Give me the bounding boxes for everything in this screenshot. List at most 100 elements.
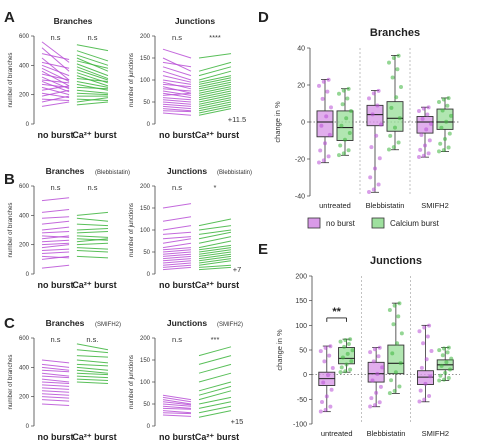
paired-line xyxy=(198,218,232,227)
data-point xyxy=(371,91,376,96)
data-point xyxy=(328,404,333,409)
paired-line xyxy=(41,61,70,69)
y-tick-label: 20 xyxy=(297,83,305,90)
y-axis-label: change in % xyxy=(273,101,282,143)
data-point xyxy=(429,121,433,126)
panel-c-branches: Branches (SMIFH2) 0 200 400 600 number of bran… xyxy=(7,318,121,442)
paired-line xyxy=(76,69,109,81)
data-point xyxy=(317,83,321,88)
group-label: untreated xyxy=(319,201,351,210)
category-label-no-burst: no burst xyxy=(38,130,74,140)
paired-line xyxy=(41,101,70,107)
paired-line xyxy=(162,405,192,409)
y-tick-label: 0 xyxy=(26,424,30,430)
data-point xyxy=(328,344,333,349)
y-tick-label: 50 xyxy=(143,100,150,106)
data-point xyxy=(324,394,329,399)
data-point xyxy=(392,388,397,393)
y-tick-label: 0 xyxy=(26,272,30,278)
panel-title-suffix: (SMIFH2) xyxy=(217,322,243,328)
data-point xyxy=(437,378,442,383)
paired-line xyxy=(41,98,70,102)
y-tick-label: 400 xyxy=(19,63,30,69)
data-point xyxy=(396,140,401,145)
delta-annotation: +7 xyxy=(233,265,242,274)
paired-line xyxy=(76,66,109,80)
paired-line xyxy=(198,77,232,85)
delta-annotation: +11.5 xyxy=(228,115,246,124)
y-tick-label: 200 xyxy=(19,93,30,99)
paired-line xyxy=(198,249,232,255)
paired-line xyxy=(41,235,70,240)
data-point xyxy=(343,137,347,142)
data-point xyxy=(369,145,374,150)
panel-b-junctions: Junctions (Blebbistatin) 0 50 100 150 200 numbe… xyxy=(128,166,252,290)
box-iqr xyxy=(366,104,384,127)
panel-letter-c: C xyxy=(4,315,15,332)
paired-line xyxy=(162,101,192,105)
paired-line xyxy=(162,108,192,112)
data-point xyxy=(391,56,396,61)
y-axis-label: number of junctions xyxy=(128,355,135,409)
data-point xyxy=(421,153,426,158)
category-label-no-burst: no burst xyxy=(38,280,74,290)
y-tick-label: 400 xyxy=(19,213,30,219)
significance-right: *** xyxy=(211,335,220,344)
paired-line xyxy=(41,220,70,225)
paired-line xyxy=(198,105,232,114)
y-tick-label: 50 xyxy=(299,348,307,355)
data-point xyxy=(373,166,377,171)
category-label-no-burst: no burst xyxy=(38,432,74,442)
data-point xyxy=(344,362,349,367)
data-point xyxy=(368,175,373,180)
paired-line xyxy=(41,396,70,399)
paired-line xyxy=(198,61,232,72)
data-point xyxy=(377,400,382,405)
data-point xyxy=(372,403,377,408)
data-point xyxy=(419,365,424,370)
data-point xyxy=(424,127,429,132)
panel-a-branches: Branches 0 200 400 600 number of branches n.s n… xyxy=(7,16,117,140)
y-tick-label: 100 xyxy=(140,228,151,234)
paired-line xyxy=(41,372,70,377)
paired-line xyxy=(41,369,70,373)
data-point xyxy=(371,359,376,364)
panel-title: Junctions xyxy=(175,16,215,26)
paired-line xyxy=(198,88,232,96)
paired-line xyxy=(198,264,232,268)
group-label: SMIFH2 xyxy=(422,429,450,438)
significance-stars: ** xyxy=(332,306,341,318)
paired-line xyxy=(41,95,70,103)
significance-left: n.s xyxy=(51,33,61,42)
data-point xyxy=(324,114,329,119)
paired-line xyxy=(198,405,232,414)
data-point xyxy=(419,132,424,137)
data-point xyxy=(326,154,331,159)
paired-line xyxy=(162,238,192,244)
data-point xyxy=(395,341,400,346)
paired-line xyxy=(76,255,109,259)
paired-line xyxy=(41,85,70,91)
paired-line xyxy=(198,355,232,365)
paired-line xyxy=(41,239,70,243)
paired-line xyxy=(41,80,70,93)
data-point xyxy=(350,348,355,353)
data-point xyxy=(429,348,434,353)
data-point xyxy=(418,388,423,393)
data-point xyxy=(323,345,328,350)
significance-right: n.s. xyxy=(86,335,98,344)
data-point xyxy=(321,79,326,84)
paired-line xyxy=(41,57,70,81)
paired-line xyxy=(198,86,232,94)
data-point xyxy=(427,138,432,143)
paired-line xyxy=(162,264,192,268)
data-point xyxy=(379,122,383,127)
data-point xyxy=(397,384,402,389)
y-tick-label: 0 xyxy=(147,122,151,128)
paired-line xyxy=(41,64,70,77)
panel-title: Branches xyxy=(370,27,420,39)
data-point xyxy=(317,160,321,165)
paired-line xyxy=(162,251,192,255)
data-point xyxy=(443,370,448,375)
paired-line xyxy=(41,255,70,260)
